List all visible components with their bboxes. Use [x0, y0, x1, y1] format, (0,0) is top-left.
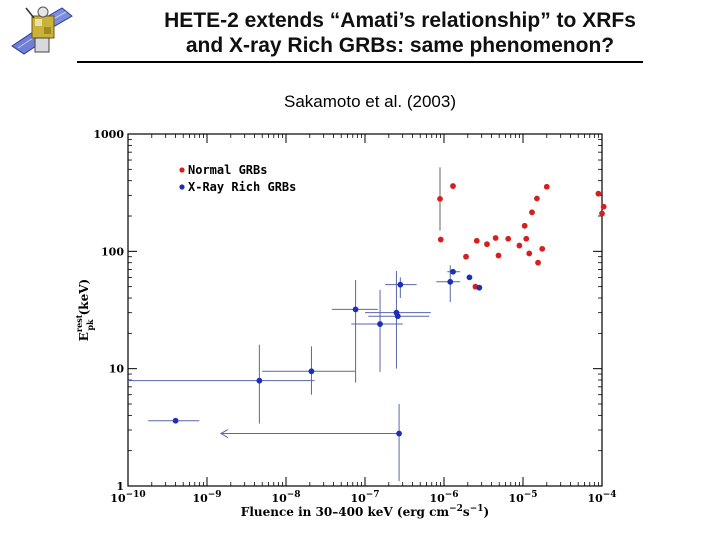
title-line-1: HETE-2 extends “Amati’s relationship” to… [164, 9, 636, 32]
y-tick-label: 100 [101, 245, 124, 258]
normal-grb-point [599, 210, 605, 217]
xrr-grb-point [447, 278, 454, 285]
normal-grb-point [600, 203, 607, 210]
normal-grb-point [535, 259, 541, 266]
xrr-grb-point [256, 377, 263, 384]
normal-grb-point [492, 235, 499, 241]
xrr-grb-point [172, 417, 179, 424]
legend-label-normal: Normal GRBs [188, 163, 267, 177]
y-tick-label: 1000 [93, 128, 124, 141]
xrr-grb-point [450, 268, 456, 275]
normal-grb-point [516, 242, 523, 249]
citation: Sakamoto et al. (2003) [284, 92, 456, 111]
svg-text:Erestpk(keV): Erestpk(keV) [74, 279, 95, 341]
axis-tick-labels: 10−10 10−9 10−8 10−7 10−6 10−5 10−4 1 10 100 1000 [93, 128, 616, 505]
normal-grb-point [437, 236, 444, 243]
y-tick-label: 10 [109, 363, 125, 376]
xrr-grb-point [377, 321, 383, 327]
axis-ticks [127, 133, 603, 487]
normal-grb-point [505, 235, 512, 242]
xrr-grb-point [352, 306, 359, 313]
normal-grb-point [495, 252, 502, 259]
legend: Normal GRBs X-Ray Rich GRBs [179, 163, 296, 194]
normal-grb-point [484, 241, 490, 248]
xrr-grb-point [397, 281, 404, 288]
x-axis-label: Fluence in 30–400 keV (erg cm−2s−1) [241, 504, 489, 519]
normal-grb-point [463, 253, 469, 260]
normal-grb-point [437, 195, 443, 202]
legend-marker-normal [179, 167, 185, 173]
normal-grb-point [534, 195, 540, 202]
hete-2-satellite-icon [11, 6, 73, 55]
x-tick-label: 10−8 [271, 490, 300, 505]
slide-title: HETE-2 extends “Amati’s relationship” to… [80, 8, 720, 58]
title-line-2: and X-ray Rich GRBs: same phenomenon? [185, 34, 615, 57]
normal-grb-point [450, 183, 456, 189]
normal-grb-point [473, 237, 480, 244]
xrr-grb-point [466, 274, 473, 281]
normal-grb-point [543, 183, 550, 190]
x-tick-label: 10−10 [110, 490, 145, 505]
xrr-grb-point [308, 368, 315, 375]
data-points [172, 183, 607, 437]
fluence-epeak-chart: 10−10 10−9 10−8 10−7 10−6 10−5 10−41101001000 … [74, 128, 617, 519]
normal-grb-point [529, 209, 535, 216]
x-tick-label: 10−7 [350, 490, 379, 505]
legend-label-xrr: X-Ray Rich GRBs [188, 180, 296, 194]
upper-limit-arrowhead [219, 429, 229, 438]
x-tick-label: 10−6 [429, 490, 458, 505]
normal-grb-point [595, 190, 602, 197]
xrr-grb-point [394, 313, 401, 320]
normal-grb-point [539, 245, 546, 252]
y-tick-label: 1 [116, 480, 124, 493]
x-tick-label: 10−5 [508, 490, 537, 505]
title-underline [77, 61, 643, 63]
error-bars [128, 167, 461, 482]
x-tick-label: 10−4 [587, 490, 616, 505]
x-tick-label: 10−9 [192, 490, 221, 505]
normal-grb-point [526, 250, 533, 257]
normal-grb-point [523, 235, 530, 242]
normal-grb-point [521, 222, 528, 229]
xrr-grb-point [396, 430, 402, 437]
xrr-grb-point [476, 284, 483, 291]
legend-marker-xrr [179, 184, 185, 190]
y-axis-label: Erestpk(keV) [74, 279, 95, 341]
